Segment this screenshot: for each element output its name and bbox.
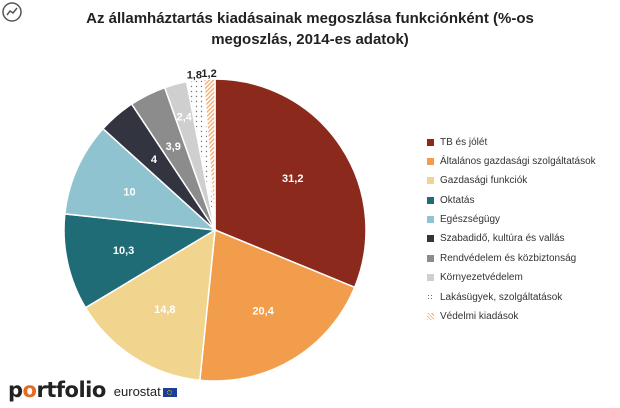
legend-label: Rendvédelem és közbiztonság [440,252,577,264]
legend-item: Egészségügy [427,211,596,229]
corner-logo-icon [2,2,22,22]
pie-slice-1 [199,228,356,382]
pie-data-label-3: 10,3 [113,245,134,257]
pie-slice-2 [84,228,216,382]
pie-data-label-8: 1,8 [187,69,202,81]
chart-title-line-2: megoszlás, 2014-es adatok) [211,31,409,48]
brand-mark: o [22,378,37,402]
legend-label: Lakásügyek, szolgáltatások [440,291,563,303]
pie-slices [63,78,367,382]
legend-item: Környezetvédelem [427,269,596,287]
pie-slice-9 [202,78,216,231]
footer: portfolio eurostat [8,378,177,402]
legend-label: Környezetvédelem [440,272,523,284]
legend-swatch [427,313,434,321]
legend-swatch [427,196,434,204]
pie-data-labels: 31,2 20,4 14,8 10,3 10 4 3,9 2,4 1,8 1,2 [113,68,304,317]
chart-title: Az államháztartás kiadásainak megoszlása… [50,8,570,50]
legend-item: Oktatás [427,191,596,209]
brand-first-letter: p [8,378,23,402]
source-label: eurostat [113,384,161,399]
legend-item: Rendvédelem és közbiztonság [427,249,596,267]
legend-swatch [427,274,434,282]
pie-slice-4 [64,127,218,231]
chart-legend: TB és jólét Általános gazdasági szolgálta… [427,133,596,327]
pie-data-label-6: 3,9 [166,141,181,153]
legend-label: Szabadidő, kultúra és vallás [440,233,565,245]
legend-swatch [427,157,434,165]
legend-swatch [427,177,434,185]
pie-data-label-7: 2,4 [177,111,193,123]
legend-label: TB és jólét [440,136,488,148]
legend-item: Szabadidő, kultúra és vallás [427,230,596,248]
legend-swatch [427,235,434,243]
pie-data-label-4: 10 [123,187,135,199]
pie-data-label-5: 4 [151,154,158,166]
legend-label: Egészségügy [440,214,501,226]
legend-label: Gazdasági funkciók [440,175,528,187]
portfolio-logo: portfolio [8,378,106,402]
pie-slice-3 [63,213,218,309]
legend-swatch [427,254,434,262]
brand-rest: rtfolio [36,378,106,402]
pie-data-label-2: 14,8 [154,304,175,316]
legend-label: Oktatás [440,194,475,206]
pie-data-label-9: 1,2 [201,68,216,80]
legend-label: Védelmi kiadások [440,311,519,323]
legend-swatch [427,138,434,146]
legend-item: Gazdasági funkciók [427,172,596,190]
legend-swatch [427,293,434,301]
legend-item: Általános gazdasági szolgáltatások [427,152,596,170]
legend-item: Lakásügyek, szolgáltatások [427,288,596,306]
legend-item: Védelmi kiadások [427,308,596,326]
chart-title-line-1: Az államháztartás kiadásainak megoszlása… [86,10,534,27]
pie-slice-0 [214,78,367,289]
legend-item: TB és jólét [427,133,596,151]
pie-data-label-0: 31,2 [282,173,303,185]
eu-flag-icon [162,388,177,397]
pie-data-label-1: 20,4 [252,305,274,317]
legend-swatch [427,216,434,224]
legend-label: Általános gazdasági szolgáltatások [440,155,596,167]
